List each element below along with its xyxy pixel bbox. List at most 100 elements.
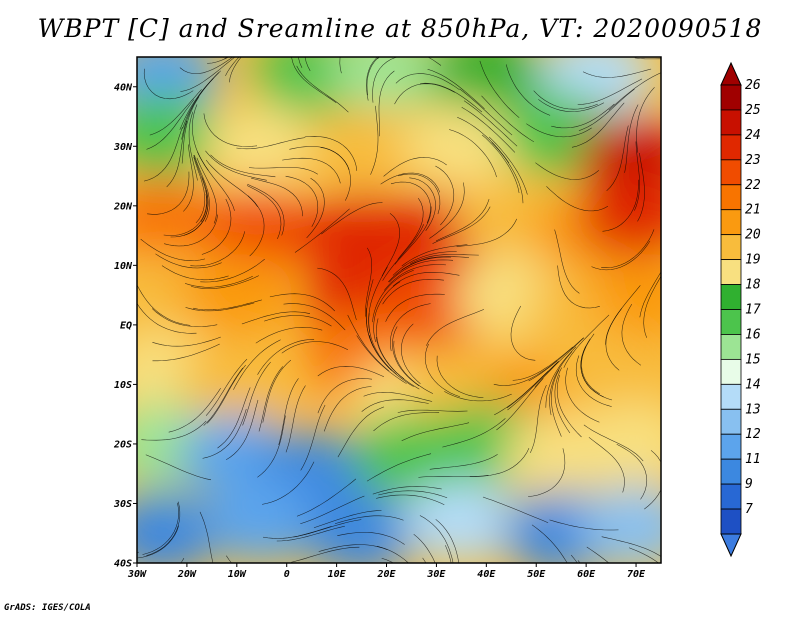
streamline: [644, 450, 661, 510]
streamline: [180, 57, 236, 92]
streamline: [481, 95, 535, 143]
lat-tick-label: EQ: [120, 320, 132, 331]
streamline: [246, 185, 282, 239]
streamline: [224, 57, 229, 59]
field-region-40: [203, 479, 320, 563]
streamline: [143, 68, 194, 100]
streamline: [401, 323, 421, 385]
streamline: [469, 447, 530, 477]
colorbar-swatch: [720, 259, 742, 285]
streamline: [197, 151, 235, 211]
streamline: [168, 387, 221, 433]
colorbar-swatch: [720, 433, 742, 460]
streamline: [191, 275, 259, 289]
streamline: [457, 117, 510, 164]
lat-tick-label: 10N: [114, 261, 133, 272]
streamline: [363, 392, 433, 402]
streamline: [381, 213, 400, 277]
colorbar-swatch: [720, 159, 742, 186]
streamline: [637, 152, 645, 222]
streamline: [206, 364, 246, 424]
streamline: [390, 303, 431, 352]
streamline: [496, 378, 544, 431]
streamline: [149, 89, 202, 136]
streamline: [556, 374, 582, 438]
streamline: [137, 284, 191, 326]
colorbar-label: 21: [745, 203, 761, 218]
streamline: [356, 335, 407, 384]
colorbar-label: 24: [745, 128, 761, 143]
streamline: [409, 177, 436, 231]
streamline: [510, 305, 536, 361]
streamline: [419, 515, 454, 563]
streamline: [152, 308, 218, 327]
streamline: [554, 367, 571, 434]
streamline: [152, 343, 220, 362]
colorbar-swatch: [720, 508, 742, 535]
streamline: [304, 136, 358, 171]
colorbar: 26 25 24 23 22 21 20 19 18 17 16 15 14 13 12 11 9 7: [720, 61, 761, 558]
streamline: [300, 495, 365, 525]
streamline: [137, 525, 179, 559]
streamline: [210, 154, 276, 178]
lat-tick-label: 10S: [114, 380, 132, 391]
streamline: [435, 519, 460, 563]
streamline: [236, 137, 306, 150]
streamline: [370, 105, 379, 175]
lat-tick-label: 40N: [114, 82, 133, 93]
streamline: [378, 70, 395, 137]
streamline: [262, 359, 292, 423]
streamline: [199, 511, 214, 563]
streamline: [577, 78, 643, 105]
lon-tick-label: 30W: [127, 569, 147, 580]
streamline: [449, 129, 497, 178]
streamline: [393, 340, 434, 394]
streamline: [242, 361, 271, 426]
streamline: [223, 57, 226, 58]
streamline: [395, 73, 460, 90]
streamline: [389, 259, 454, 283]
colorbar-swatch: [720, 483, 742, 510]
streamline: [488, 136, 528, 195]
streamline: [531, 524, 568, 563]
colorbar-swatch: [720, 334, 742, 360]
colorbar-swatch: [720, 209, 742, 236]
colorbar-label: 22: [745, 178, 761, 193]
colorbar-label: 14: [745, 377, 761, 392]
streamline: [143, 127, 183, 182]
streamline: [385, 293, 445, 322]
streamline: [545, 346, 577, 408]
streamline: [251, 177, 303, 217]
streamline: [372, 270, 414, 323]
streamline: [634, 57, 661, 60]
streamline: [588, 437, 625, 493]
map-frame: [136, 56, 662, 564]
streamline: [181, 96, 200, 164]
streamline: [300, 404, 326, 471]
streamline: [152, 336, 221, 347]
streamline: [141, 420, 207, 441]
streamline: [390, 181, 431, 224]
streamline: [366, 279, 374, 348]
streamline: [571, 102, 625, 148]
streamline: [229, 57, 242, 83]
colorbar-top-arrow: [720, 61, 742, 86]
streamline: [179, 72, 220, 130]
streamline: [255, 327, 323, 344]
field-region-11: [137, 175, 220, 260]
streamline: [366, 57, 379, 101]
streamline: [581, 333, 600, 395]
streamline: [276, 525, 345, 542]
streamline: [146, 501, 181, 556]
streamline: [194, 154, 210, 222]
streamline: [201, 198, 232, 255]
streamline: [420, 82, 483, 113]
streamline: [463, 100, 518, 147]
streamline: [184, 276, 253, 288]
streamline: [155, 253, 222, 269]
streamline: [606, 125, 629, 191]
streamline: [429, 454, 498, 470]
streamline: [578, 88, 635, 131]
streamline: [639, 271, 661, 318]
streamline: [591, 240, 651, 271]
